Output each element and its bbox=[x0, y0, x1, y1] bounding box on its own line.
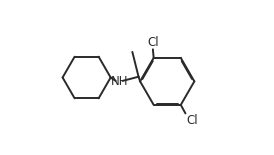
Text: Cl: Cl bbox=[186, 114, 198, 127]
Text: NH: NH bbox=[110, 75, 128, 88]
Text: Cl: Cl bbox=[147, 36, 159, 49]
